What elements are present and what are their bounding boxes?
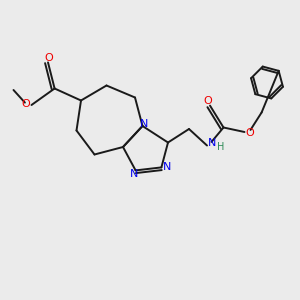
Text: O: O <box>203 96 212 106</box>
Text: N: N <box>140 119 148 129</box>
Text: H: H <box>218 142 225 152</box>
Text: N: N <box>130 169 139 179</box>
Text: O: O <box>44 53 53 63</box>
Text: N: N <box>208 138 216 148</box>
Text: O: O <box>21 99 30 110</box>
Text: O: O <box>245 128 254 138</box>
Text: N: N <box>163 162 171 172</box>
